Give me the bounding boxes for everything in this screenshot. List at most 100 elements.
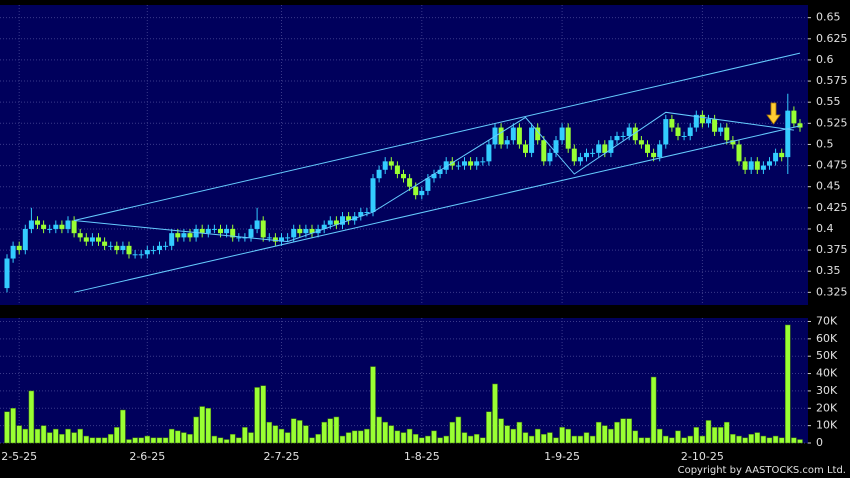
- volume-bar: [83, 435, 90, 444]
- candle-body: [218, 228, 223, 234]
- candle-body: [47, 228, 53, 230]
- candle-body: [22, 228, 28, 251]
- price-panel: [0, 5, 808, 305]
- candle-body: [150, 250, 156, 252]
- candle-body: [742, 161, 748, 170]
- candle-body: [712, 119, 718, 132]
- volume-bar: [150, 437, 157, 444]
- candle-body: [565, 127, 571, 149]
- candle-body: [157, 245, 162, 251]
- candle-body: [706, 119, 711, 124]
- volume-bar: [364, 428, 370, 444]
- candle-body: [65, 220, 71, 229]
- volume-bar: [760, 435, 767, 444]
- candle-body: [675, 127, 681, 136]
- candle-body: [602, 144, 608, 153]
- y-tick-label: 30K: [816, 384, 838, 397]
- y-tick-label: 0.375: [816, 243, 848, 256]
- volume-bar: [187, 434, 193, 444]
- x-tick-label: 2-6-25: [129, 450, 165, 463]
- volume-bar: [114, 427, 120, 444]
- y-tick-label: 10K: [816, 419, 838, 432]
- candle-body: [120, 245, 126, 251]
- candle-body: [394, 165, 400, 175]
- volume-bar: [632, 430, 639, 444]
- volume-bar: [510, 428, 517, 444]
- candle-body: [486, 144, 492, 162]
- volume-bar: [669, 437, 675, 444]
- volume-bar: [284, 432, 291, 444]
- arrow-marker: [766, 102, 781, 125]
- candle-body: [126, 245, 132, 255]
- volume-bar: [40, 425, 47, 444]
- x-tick-label: 2-10-25: [681, 450, 724, 463]
- candle-body: [224, 228, 230, 234]
- candle-body: [230, 228, 236, 238]
- candle-body: [535, 127, 541, 141]
- candle-body: [480, 161, 486, 163]
- x-tick-label: 1-8-25: [404, 450, 440, 463]
- candle-body: [138, 254, 144, 256]
- volume-bar: [577, 435, 584, 444]
- volume-bar: [22, 428, 29, 444]
- candle-body: [510, 127, 516, 141]
- y-tick-label: 20K: [816, 401, 838, 414]
- volume-bar: [77, 428, 83, 444]
- candle-body: [181, 233, 187, 238]
- price-layer: [0, 5, 811, 305]
- candle-body: [504, 140, 510, 145]
- volume-bar: [608, 428, 614, 444]
- trend-line: [73, 52, 801, 221]
- volume-bar: [59, 434, 65, 444]
- volume-bar: [53, 428, 59, 444]
- volume-bar: [321, 421, 327, 444]
- candle-body: [272, 237, 278, 242]
- candle-body: [71, 220, 77, 234]
- candle-body: [364, 212, 370, 214]
- volume-bar: [547, 432, 553, 444]
- volume-bar: [461, 432, 468, 444]
- volume-bar: [181, 432, 187, 444]
- candle-body: [193, 228, 199, 238]
- candle-body: [89, 237, 95, 242]
- volume-bar: [589, 435, 596, 444]
- volume-bar: [168, 428, 175, 444]
- y-tick-label: 0.425: [816, 201, 848, 214]
- volume-bar: [431, 430, 437, 444]
- candle-body: [553, 140, 559, 153]
- volume-bar: [480, 437, 486, 444]
- volume-bar: [272, 425, 279, 444]
- volume-bar: [687, 435, 693, 444]
- candle-body: [199, 228, 205, 234]
- volume-bar: [742, 437, 748, 444]
- volume-bar: [297, 420, 303, 444]
- candle-body: [340, 216, 345, 225]
- candle-body: [4, 258, 10, 289]
- volume-bar: [785, 324, 791, 444]
- candle-body: [767, 161, 772, 166]
- y-tick-label: 0.625: [816, 32, 848, 45]
- candle-body: [260, 220, 266, 238]
- volume-bar: [175, 430, 181, 444]
- candle-body: [596, 144, 602, 153]
- volume-bar: [144, 435, 151, 444]
- candle-body: [28, 220, 34, 229]
- volume-bar: [65, 428, 71, 444]
- volume-bar: [345, 432, 352, 444]
- candle-body: [455, 165, 461, 167]
- volume-bar: [266, 421, 273, 444]
- volume-bar: [638, 437, 645, 444]
- volume-bar: [541, 434, 547, 444]
- candle-body: [248, 228, 254, 238]
- x-tick-label: 1-9-25: [544, 450, 580, 463]
- candle-body: [77, 233, 83, 238]
- volume-bar: [504, 425, 510, 444]
- candle-body: [785, 110, 791, 158]
- y-tick-label: 0.55: [816, 95, 841, 108]
- candle-body: [279, 237, 284, 242]
- volume-bar: [730, 434, 736, 444]
- volume-bar: [583, 432, 590, 444]
- candle-body: [468, 161, 474, 166]
- candle-body: [516, 127, 522, 145]
